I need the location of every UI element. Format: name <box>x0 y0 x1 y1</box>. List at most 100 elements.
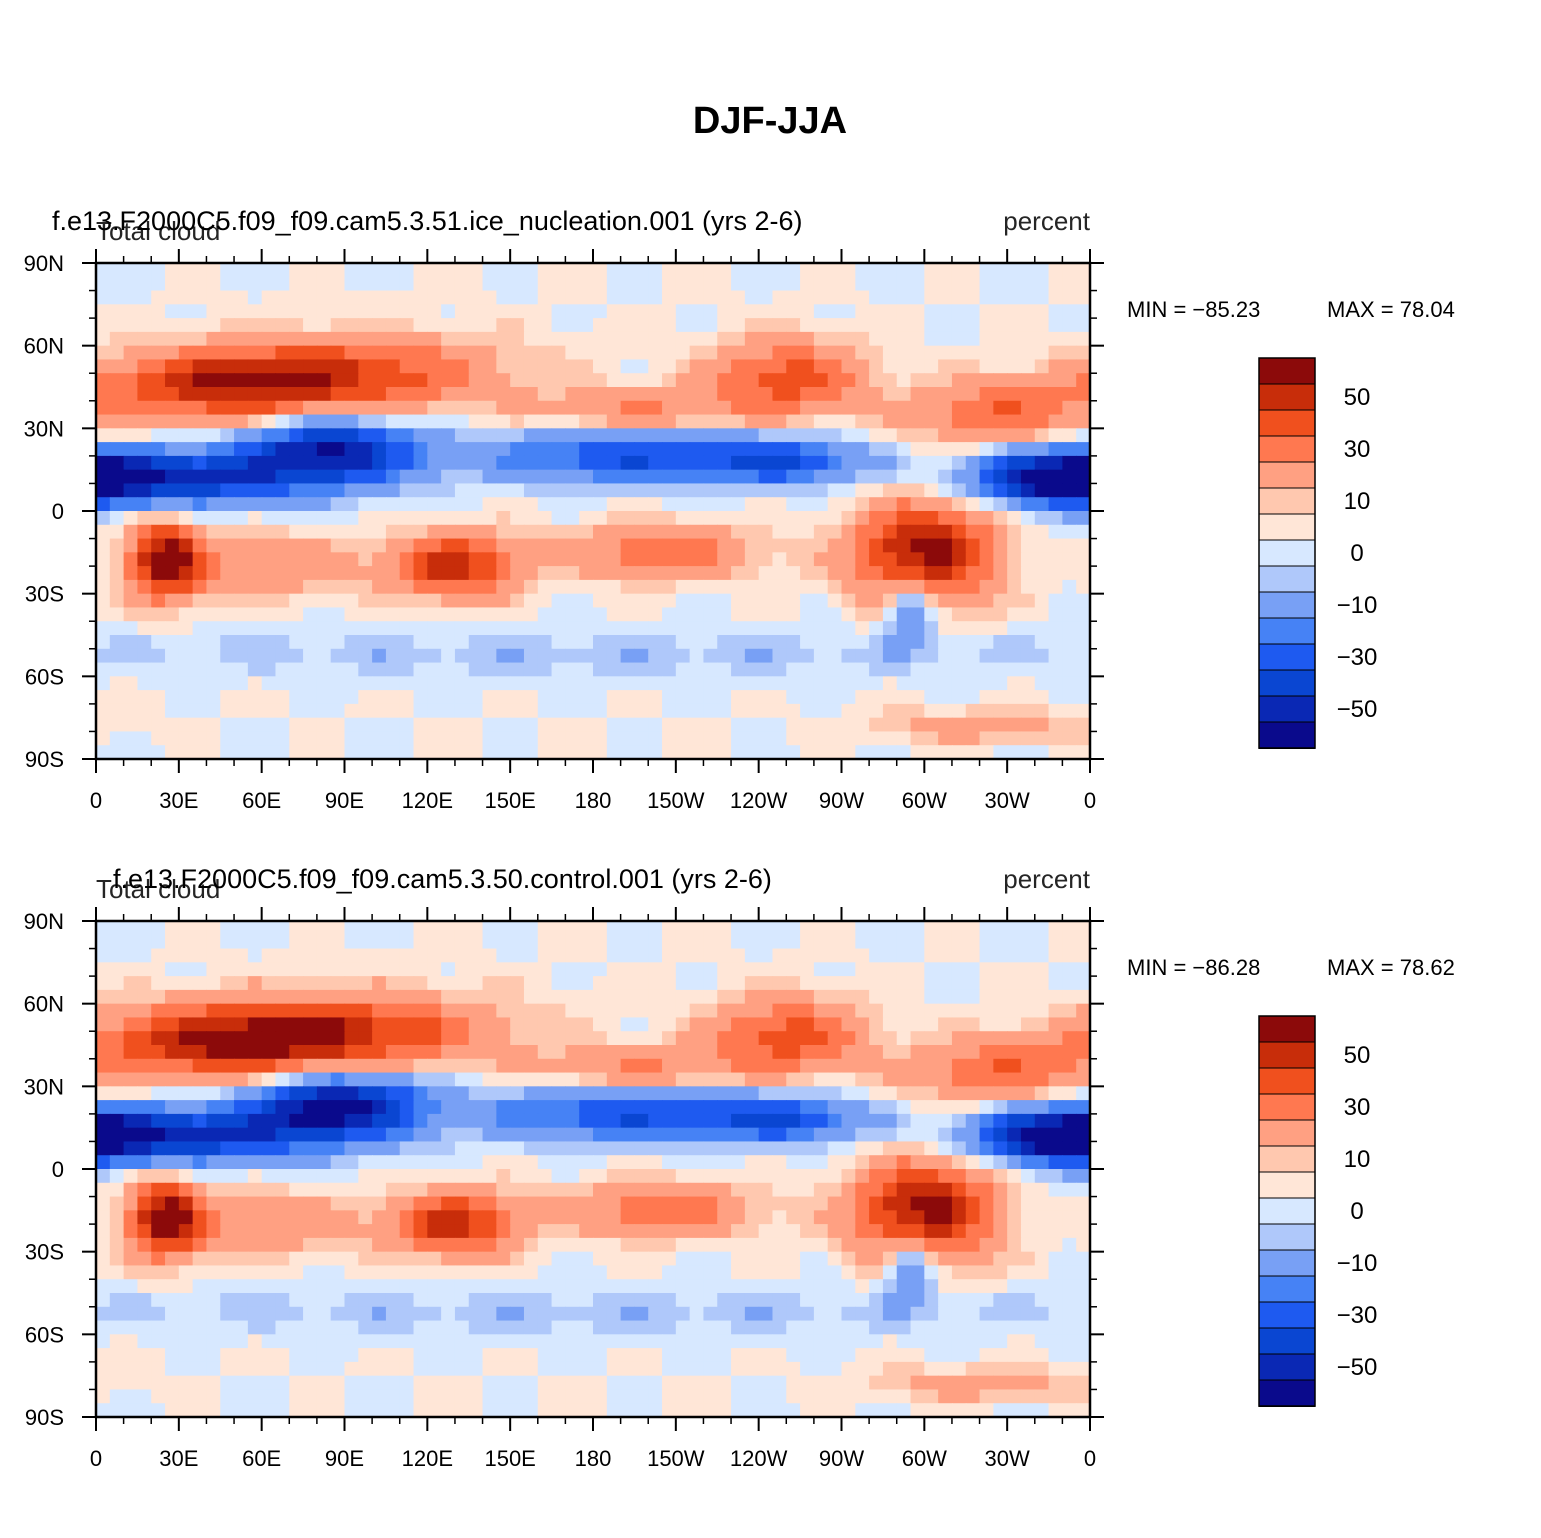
field-cell <box>261 593 277 609</box>
field-cell <box>606 263 622 278</box>
field-cell <box>979 442 994 457</box>
x-tick-label: 150W <box>647 788 705 813</box>
field-cell <box>813 483 829 498</box>
field-cell <box>703 1334 718 1349</box>
field-cell <box>786 648 801 664</box>
field-cell <box>634 331 649 347</box>
field-cell <box>275 1279 290 1294</box>
field-cell <box>247 318 263 333</box>
field-cell <box>565 455 580 471</box>
field-cell <box>606 648 622 664</box>
field-cell <box>316 934 332 950</box>
field-cell <box>206 1169 221 1184</box>
field-cell <box>1020 469 1036 485</box>
field-cell <box>855 455 870 471</box>
field-cell <box>123 1237 139 1253</box>
field-cell <box>178 989 194 1005</box>
field-cell <box>385 1320 401 1335</box>
field-cell <box>979 469 994 485</box>
field-cell <box>551 552 566 567</box>
field-cell <box>565 1127 580 1143</box>
field-cell <box>303 989 318 1005</box>
field-cell <box>316 1072 332 1087</box>
field-cell <box>579 1169 594 1184</box>
field-cell <box>510 497 525 512</box>
field-cell <box>427 455 442 471</box>
field-cell <box>593 511 608 526</box>
field-cell <box>827 263 843 278</box>
field-cell <box>303 1072 318 1087</box>
field-cell <box>924 1196 939 1211</box>
field-cell <box>800 690 815 705</box>
field-cell <box>993 1196 1008 1211</box>
field-cell <box>965 962 981 977</box>
field-cell <box>786 1003 801 1019</box>
field-cell <box>1020 703 1036 719</box>
field-cell <box>938 703 953 719</box>
y-tick-label: 0 <box>52 499 64 524</box>
field-cell <box>482 455 497 471</box>
field-cell <box>813 607 829 622</box>
field-cell <box>786 331 801 347</box>
field-cell <box>441 703 456 719</box>
field-cell <box>358 1100 373 1115</box>
field-cell <box>96 1210 111 1225</box>
field-cell <box>565 948 580 963</box>
field-cell <box>247 304 263 319</box>
field-cell <box>441 1017 456 1032</box>
field-cell <box>662 1127 677 1143</box>
field-cell <box>358 1141 373 1156</box>
field-cell <box>220 717 235 733</box>
field-cell <box>551 1279 566 1294</box>
field-cell <box>1034 690 1050 705</box>
field-cell <box>786 703 801 719</box>
field-cell <box>772 1224 787 1239</box>
field-cell <box>1034 1072 1050 1087</box>
field-cell <box>234 1113 249 1129</box>
field-cell <box>579 1293 594 1308</box>
field-cell <box>344 552 359 567</box>
field-cell <box>1076 703 1091 719</box>
field-cell <box>606 579 622 595</box>
field-cell <box>413 511 428 526</box>
field-cell <box>234 635 249 650</box>
field-cell <box>855 331 870 347</box>
field-cell <box>675 304 691 319</box>
field-cell <box>344 962 359 977</box>
field-cell <box>675 703 691 719</box>
field-cell <box>289 621 304 636</box>
field-cell <box>1076 1224 1091 1239</box>
field-cell <box>454 1058 470 1074</box>
field-cell <box>385 318 401 333</box>
field-cell <box>413 1045 428 1060</box>
field-cell <box>1062 359 1077 374</box>
field-cell <box>1020 455 1036 471</box>
field-cell <box>1007 1100 1022 1115</box>
field-cell <box>689 1127 705 1143</box>
field-cell <box>648 1169 663 1184</box>
field-cell <box>896 524 912 540</box>
field-cell <box>620 593 636 609</box>
field-cell <box>123 276 139 292</box>
field-cell <box>261 1113 277 1129</box>
field-cell <box>855 690 870 705</box>
field-cell <box>620 442 636 457</box>
field-cell <box>951 579 967 595</box>
field-cell <box>275 1224 290 1239</box>
field-cell <box>261 524 277 540</box>
field-cell <box>910 1017 925 1032</box>
field-cell <box>896 1196 912 1211</box>
field-cell <box>620 1003 636 1019</box>
field-cell <box>441 962 456 977</box>
field-cell <box>330 717 346 733</box>
field-cell <box>731 607 746 622</box>
field-cell <box>951 662 967 677</box>
field-cell <box>385 1237 401 1253</box>
field-cell <box>220 621 235 636</box>
field-cell <box>289 1072 304 1087</box>
field-cell <box>662 276 677 292</box>
field-cell <box>275 1210 290 1225</box>
field-cell <box>399 1210 415 1225</box>
field-cell <box>924 745 939 760</box>
